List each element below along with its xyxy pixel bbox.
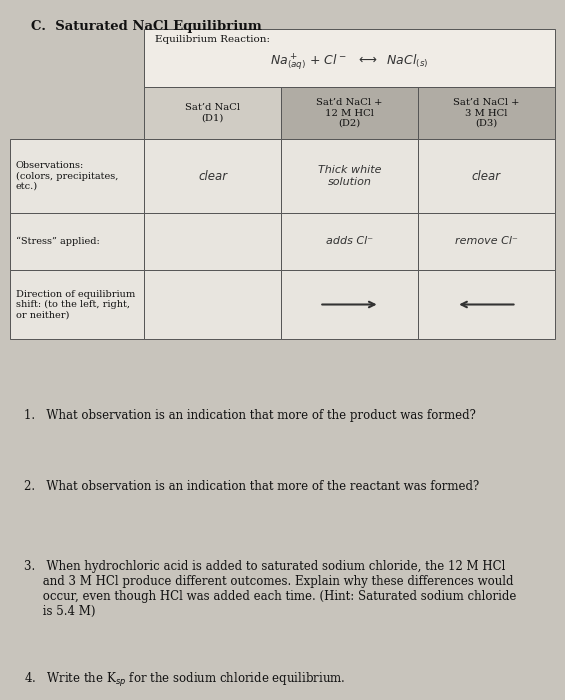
Bar bbox=[144, 270, 281, 339]
Bar bbox=[144, 213, 281, 270]
Bar bbox=[281, 87, 418, 139]
Bar bbox=[10, 270, 144, 339]
Bar bbox=[144, 87, 281, 139]
Bar bbox=[10, 213, 144, 270]
Text: C.  Saturated NaCl Equilibrium: C. Saturated NaCl Equilibrium bbox=[31, 20, 262, 33]
Bar bbox=[418, 139, 555, 213]
Bar bbox=[144, 29, 555, 87]
Text: 1.   What observation is an indication that more of the product was formed?: 1. What observation is an indication tha… bbox=[24, 410, 476, 423]
Text: adds Cl⁻: adds Cl⁻ bbox=[326, 237, 373, 246]
Text: remove Cl⁻: remove Cl⁻ bbox=[455, 237, 518, 246]
Text: Observations:
(colors, precipitates,
etc.): Observations: (colors, precipitates, etc… bbox=[16, 161, 118, 191]
Bar bbox=[281, 213, 418, 270]
Bar bbox=[281, 270, 418, 339]
Bar bbox=[144, 139, 281, 213]
Bar bbox=[418, 213, 555, 270]
Text: Equilibrium Reaction:: Equilibrium Reaction: bbox=[155, 35, 271, 44]
Text: Sat’d NaCl +
3 M HCl
(D3): Sat’d NaCl + 3 M HCl (D3) bbox=[453, 98, 520, 128]
Text: Sat’d NaCl
(D1): Sat’d NaCl (D1) bbox=[185, 104, 240, 122]
Text: $Na^+_{(aq)}$ + $Cl^-$  $\longleftrightarrow$  $NaCl_{(s)}$: $Na^+_{(aq)}$ + $Cl^-$ $\longleftrightar… bbox=[270, 51, 429, 72]
Bar bbox=[418, 270, 555, 339]
Bar bbox=[281, 139, 418, 213]
Bar bbox=[10, 139, 144, 213]
Text: clear: clear bbox=[198, 169, 227, 183]
Text: “Stress” applied:: “Stress” applied: bbox=[16, 237, 99, 246]
Bar bbox=[418, 87, 555, 139]
Text: Direction of equilibrium
shift: (to the left, right,
or neither): Direction of equilibrium shift: (to the … bbox=[16, 290, 135, 319]
Text: 2.   What observation is an indication that more of the reactant was formed?: 2. What observation is an indication tha… bbox=[24, 480, 479, 493]
Text: 4.   Write the K$_{sp}$ for the sodium chloride equilibrium.: 4. Write the K$_{sp}$ for the sodium chl… bbox=[24, 671, 345, 689]
Text: Thick white
solution: Thick white solution bbox=[318, 165, 381, 187]
Text: 3.   When hydrochloric acid is added to saturated sodium chloride, the 12 M HCl
: 3. When hydrochloric acid is added to sa… bbox=[24, 560, 516, 618]
Text: Sat’d NaCl +
12 M HCl
(D2): Sat’d NaCl + 12 M HCl (D2) bbox=[316, 98, 383, 128]
Text: clear: clear bbox=[472, 169, 501, 183]
